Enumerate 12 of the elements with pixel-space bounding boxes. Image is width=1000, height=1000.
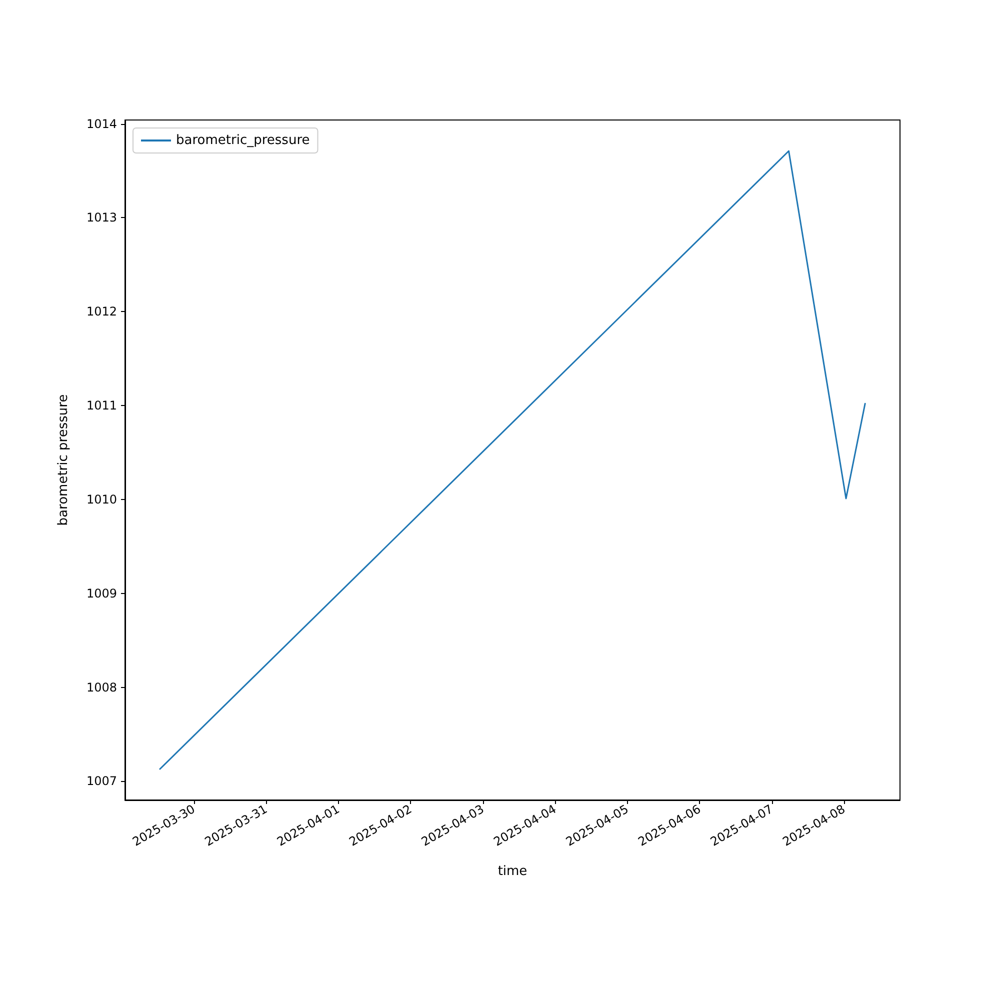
y-tick-label: 1009 [86, 586, 117, 600]
y-tick-label: 1008 [86, 680, 117, 694]
y-tick-label: 1013 [86, 210, 117, 225]
line-series [159, 150, 866, 770]
y-tick-label: 1012 [86, 304, 117, 319]
legend-label: barometric_pressure [176, 133, 310, 148]
y-tick-label: 1010 [86, 492, 117, 506]
y-tick-label: 1007 [86, 774, 117, 788]
y-tick-label: 1014 [86, 116, 117, 131]
y-axis-title: barometric pressure [56, 394, 71, 526]
y-tick-label: 1011 [86, 398, 117, 413]
x-axis-title: time [498, 864, 528, 879]
